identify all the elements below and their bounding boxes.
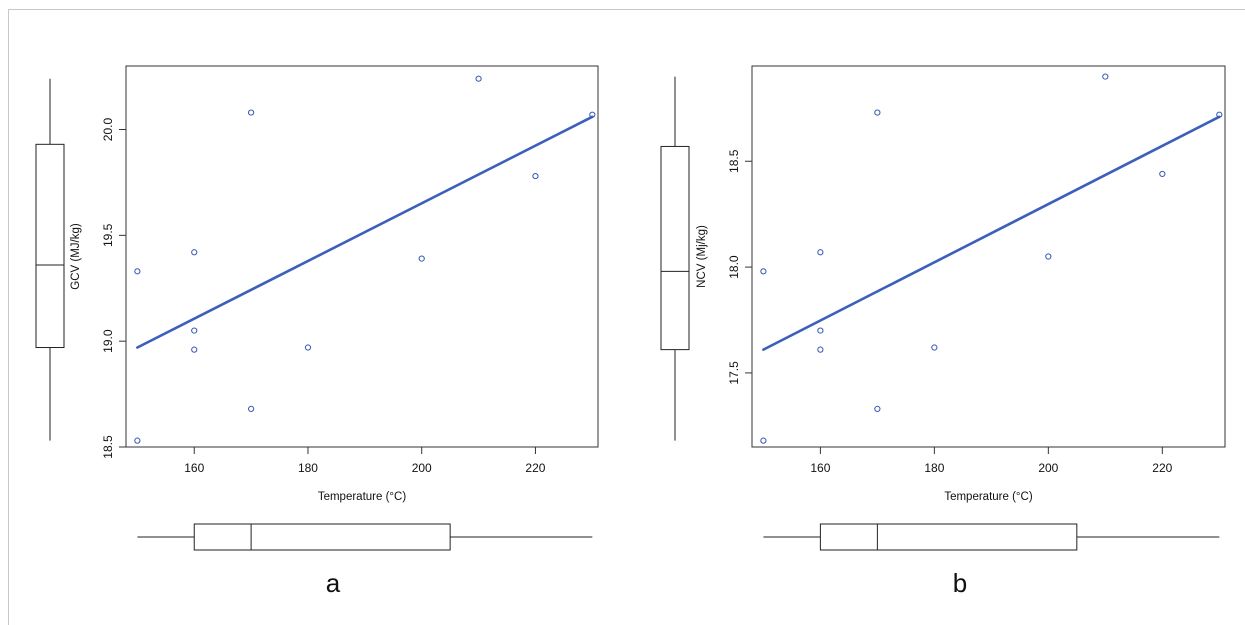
data-point [817, 346, 824, 353]
data-point [134, 268, 141, 275]
x-tick-label: 180 [924, 461, 944, 475]
data-point [248, 405, 255, 412]
data-point [817, 327, 824, 334]
y-tick-label: 17.5 [727, 361, 741, 385]
panel-a: 160 180 200 220 18.5 19.0 19.5 20.0 Temperature … [35, 65, 599, 598]
data-point [1216, 111, 1223, 118]
data-point [134, 437, 141, 444]
data-point [874, 405, 881, 412]
regression-line [762, 115, 1221, 351]
regression-line [136, 115, 594, 349]
figure-frame-left [8, 9, 9, 625]
y-tick-label: 18.0 [727, 255, 741, 279]
y-tick-label: 18.5 [101, 435, 115, 459]
panel-label: a [326, 568, 341, 598]
x-tick-label: 220 [525, 461, 545, 475]
x-tick-label: 220 [1152, 461, 1172, 475]
x-axis-label: Temperature (°C) [944, 491, 1032, 503]
y-tick-label: 18.5 [727, 149, 741, 173]
data-point [191, 346, 198, 353]
data-point [760, 268, 767, 275]
x-boxplot-box [819, 523, 1078, 551]
x-tick-label: 200 [1038, 461, 1058, 475]
x-boxplot-box [193, 523, 451, 551]
x-tick-label: 160 [810, 461, 830, 475]
data-point [248, 109, 255, 116]
x-axis-label: Temperature (°C) [318, 491, 406, 503]
data-point [1102, 73, 1109, 80]
x-tick-label: 180 [298, 461, 318, 475]
panel-label: b [953, 568, 967, 598]
y-tick-label: 19.0 [101, 329, 115, 353]
panel-b: 160 180 200 220 17.5 18.0 18.5 Temperature (°C)… [660, 65, 1226, 598]
x-tick-label: 160 [184, 461, 204, 475]
x-tick-label: 200 [412, 461, 432, 475]
data-point [589, 111, 596, 118]
data-point [760, 437, 767, 444]
data-point [191, 249, 198, 256]
data-point [1159, 170, 1166, 178]
plot-frame [125, 65, 599, 448]
y-tick-label: 20.0 [101, 117, 115, 141]
data-point [817, 249, 824, 256]
data-point [475, 75, 482, 82]
y-tick-label: 19.5 [101, 223, 115, 247]
y-boxplot-box [660, 145, 690, 351]
figure-frame-top [8, 9, 1245, 10]
y-boxplot-box [35, 143, 65, 349]
data-point [874, 109, 881, 116]
data-point [1045, 253, 1052, 260]
data-point [191, 327, 198, 334]
data-point [304, 344, 312, 351]
plot-frame [751, 65, 1226, 448]
data-point [931, 344, 938, 351]
data-point [532, 172, 539, 180]
data-point [418, 255, 425, 262]
y-axis-label: NCV (Mj/kg) [696, 225, 708, 288]
y-axis-label: GCV (MJ/kg) [70, 223, 82, 290]
